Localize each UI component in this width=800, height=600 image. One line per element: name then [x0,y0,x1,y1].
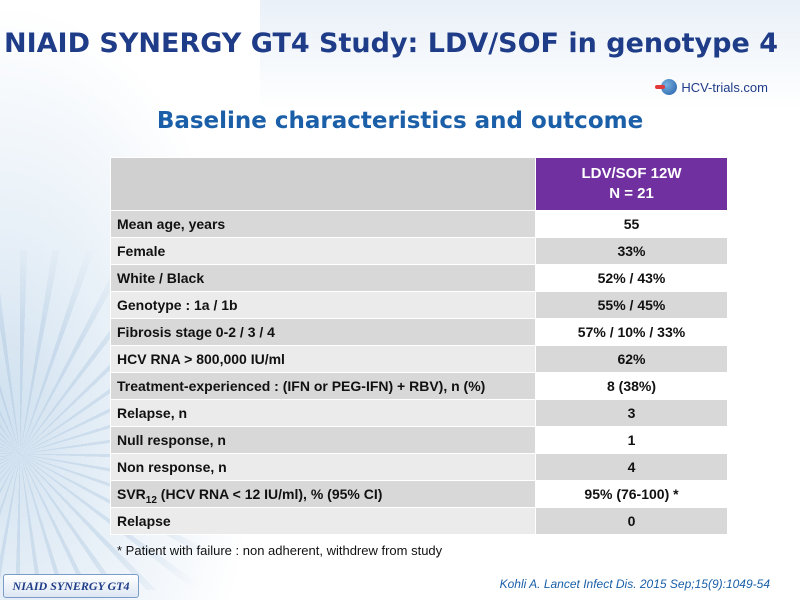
study-badge: NIAID SYNERGY GT4 [3,574,139,598]
table-row: HCV RNA > 800,000 IU/ml 62% [110,345,728,373]
table-row: Fibrosis stage 0-2 / 3 / 4 57% / 10% / 3… [110,318,728,346]
row-label: Genotype : 1a / 1b [110,291,536,319]
row-label: White / Black [110,264,536,292]
table-row: Null response, n 1 [110,426,728,454]
row-value: 95% (76-100) * [535,480,728,508]
row-value: 3 [535,399,728,427]
row-value: 8 (38%) [535,372,728,400]
row-value: 1 [535,426,728,454]
slide-subtitle: Baseline characteristics and outcome [156,108,644,134]
row-label: Female [110,237,536,265]
row-value: 57% / 10% / 33% [535,318,728,346]
row-value: 55% / 45% [535,291,728,319]
svr-subscript: 12 [145,494,157,506]
table-row: Treatment-experienced : (IFN or PEG-IFN)… [110,372,728,400]
header-line-1: LDV/SOF 12W [581,165,682,182]
row-value: 33% [535,237,728,265]
row-label: Mean age, years [110,210,536,238]
citation: Kohli A. Lancet Infect Dis. 2015 Sep;15(… [499,577,770,591]
logo-icon [655,79,678,95]
table-row: SVR12 (HCV RNA < 12 IU/ml), % (95% CI) 9… [110,480,728,508]
row-label: Treatment-experienced : (IFN or PEG-IFN)… [110,372,536,400]
table-row: Non response, n 4 [110,453,728,481]
table-row: Mean age, years 55 [110,210,728,238]
table-header-row: LDV/SOF 12W N = 21 [110,157,728,211]
row-label: Relapse, n [110,399,536,427]
header-group-cell: LDV/SOF 12W N = 21 [535,157,728,211]
row-value: 55 [535,210,728,238]
row-label: HCV RNA > 800,000 IU/ml [110,345,536,373]
baseline-table: LDV/SOF 12W N = 21 Mean age, years 55 Fe… [110,157,728,535]
table-row: Relapse, n 3 [110,399,728,427]
svr-prefix: SVR [117,486,146,502]
header-line-2: N = 21 [609,185,654,202]
svr-suffix: (HCV RNA < 12 IU/ml), % (95% CI) [156,486,383,502]
table-row: Genotype : 1a / 1b 55% / 45% [110,291,728,319]
row-value: 0 [535,507,728,535]
row-label-svr: SVR12 (HCV RNA < 12 IU/ml), % (95% CI) [110,480,536,508]
header-empty-cell [110,157,536,211]
table-row: Relapse 0 [110,507,728,535]
row-value: 52% / 43% [535,264,728,292]
row-label: Relapse [110,507,536,535]
row-label: Non response, n [110,453,536,481]
table-row: White / Black 52% / 43% [110,264,728,292]
logo-text: HCV-trials.com [681,79,768,95]
row-value: 4 [535,453,728,481]
row-label: Null response, n [110,426,536,454]
hcv-trials-logo: HCV-trials.com [655,76,768,98]
footnote: * Patient with failure : non adherent, w… [117,543,443,558]
row-value: 62% [535,345,728,373]
slide-title: NIAID SYNERGY GT4 Study: LDV/SOF in geno… [4,28,778,59]
table-row: Female 33% [110,237,728,265]
row-label: Fibrosis stage 0-2 / 3 / 4 [110,318,536,346]
